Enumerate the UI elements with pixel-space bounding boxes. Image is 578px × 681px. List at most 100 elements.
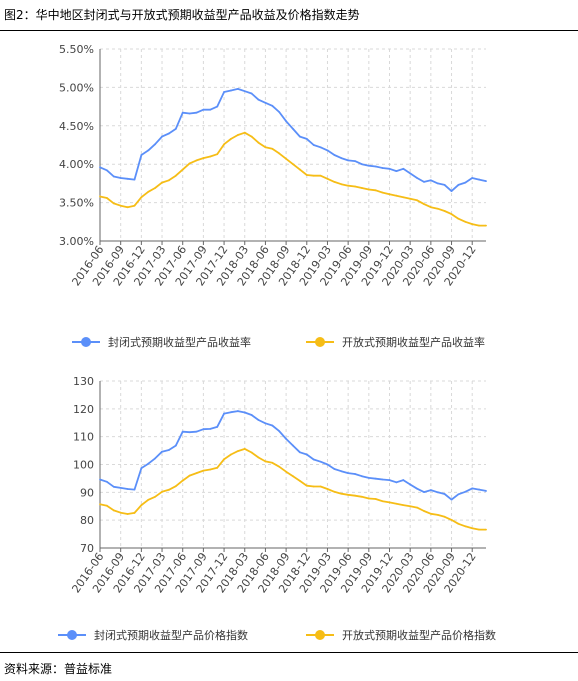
series-1-point bbox=[105, 169, 108, 172]
series-2-point bbox=[450, 518, 453, 521]
series-1-point bbox=[243, 411, 246, 414]
series-2-point bbox=[174, 174, 177, 177]
series-2-point bbox=[202, 469, 205, 472]
series-2-point bbox=[464, 220, 467, 223]
series-2-point bbox=[478, 528, 481, 531]
series-1-point bbox=[147, 462, 150, 465]
series-2-point bbox=[333, 180, 336, 183]
series-1-point bbox=[216, 426, 219, 428]
series-1-point bbox=[381, 167, 384, 169]
series-2-point bbox=[367, 497, 370, 500]
series-1-point bbox=[423, 491, 425, 493]
series-2-point bbox=[133, 204, 136, 207]
series-1-point bbox=[230, 411, 232, 414]
series-1-point bbox=[126, 177, 129, 180]
series-2-point bbox=[381, 191, 384, 194]
series-2-point bbox=[230, 137, 232, 140]
series-2-point bbox=[305, 174, 308, 176]
series-1-line bbox=[99, 410, 487, 501]
series-1-point bbox=[333, 154, 336, 156]
series-1-point bbox=[374, 477, 377, 480]
series-2-point bbox=[395, 502, 398, 505]
series-1-point bbox=[298, 451, 301, 454]
series-1-point bbox=[478, 178, 481, 181]
series-1-point bbox=[119, 177, 122, 179]
legend: 封闭式预期收益型产品价格指数 开放式预期收益型产品价格指数 bbox=[58, 628, 496, 642]
figure-title: 图2：华中地区封闭式与开放式预期收益型产品收益及价格指数走势 bbox=[4, 8, 360, 22]
series-1-point bbox=[154, 143, 157, 146]
series-1-point bbox=[361, 475, 363, 478]
title-bar: 图2：华中地区封闭式与开放式预期收益型产品收益及价格指数走势 bbox=[0, 0, 578, 31]
series-1-point bbox=[257, 419, 260, 421]
series-2-point bbox=[361, 495, 363, 498]
series-2-point bbox=[285, 157, 288, 160]
series-1-point bbox=[236, 88, 239, 90]
series-2-point bbox=[154, 187, 157, 189]
series-2-point bbox=[133, 512, 136, 514]
series-2-point bbox=[188, 474, 191, 477]
series-1-point bbox=[168, 449, 170, 451]
series-2-point bbox=[312, 174, 315, 177]
series-2-point bbox=[395, 194, 398, 197]
series-1-point bbox=[429, 489, 432, 492]
series-1-point bbox=[450, 190, 453, 192]
series-1-point bbox=[471, 177, 474, 179]
series-1-point bbox=[243, 90, 246, 93]
series-1-point bbox=[271, 424, 274, 427]
series-2-point bbox=[168, 179, 170, 182]
series-2-point bbox=[216, 153, 219, 156]
series-2-point bbox=[154, 495, 157, 498]
series-1-point bbox=[112, 485, 115, 488]
series-2-point bbox=[457, 522, 460, 525]
series-2-point bbox=[126, 513, 129, 515]
series-2-point bbox=[168, 488, 170, 491]
series-1-point bbox=[485, 180, 487, 182]
series-2-point bbox=[195, 159, 198, 162]
series-1-point bbox=[298, 135, 301, 138]
series-1-point bbox=[161, 135, 163, 138]
series-2-point bbox=[250, 135, 253, 138]
series-2-point bbox=[112, 202, 115, 205]
y-tick-label: 4.50% bbox=[59, 120, 94, 133]
series-1-point bbox=[112, 175, 115, 178]
series-1-point bbox=[168, 132, 170, 135]
series-1-point bbox=[457, 184, 460, 186]
legend-label: 开放式预期收益型产品价格指数 bbox=[342, 628, 496, 642]
series-1-point bbox=[223, 91, 225, 93]
series-1-point bbox=[140, 154, 143, 156]
y-tick-label: 110 bbox=[73, 431, 94, 444]
series-2-point bbox=[105, 504, 108, 507]
series-1-point bbox=[388, 167, 391, 170]
series-1-point bbox=[395, 481, 398, 484]
series-1-point bbox=[292, 444, 294, 447]
series-1-point bbox=[347, 159, 350, 162]
series-2-point bbox=[429, 206, 432, 209]
series-1-point bbox=[105, 480, 108, 483]
y-tick-label: 5.50% bbox=[59, 43, 94, 56]
price-index-chart: 7080901001101201302016-062016-092016-122… bbox=[58, 375, 496, 642]
series-2-point bbox=[416, 506, 418, 509]
series-2-point bbox=[188, 162, 191, 165]
series-1-point bbox=[416, 177, 418, 179]
series-2-point bbox=[409, 505, 412, 508]
series-2-point bbox=[478, 224, 481, 227]
series-1-point bbox=[188, 112, 191, 115]
series-1-point bbox=[361, 163, 363, 166]
series-1-point bbox=[278, 430, 281, 432]
series-2-point bbox=[161, 181, 163, 184]
series-2-point bbox=[354, 185, 356, 188]
series-1-point bbox=[216, 105, 219, 108]
series-1-point bbox=[326, 149, 329, 152]
series-1-point bbox=[312, 144, 315, 146]
series-2-point bbox=[326, 488, 329, 490]
series-1-point bbox=[443, 493, 446, 495]
y-tick-label: 100 bbox=[73, 459, 94, 472]
series-2-point bbox=[264, 460, 267, 463]
series-1-point bbox=[174, 127, 177, 130]
series-2-line bbox=[99, 131, 486, 227]
series-2-point bbox=[423, 510, 425, 512]
series-2-point bbox=[99, 195, 101, 198]
legend-label: 开放式预期收益型产品收益率 bbox=[342, 335, 485, 349]
series-1-point bbox=[354, 160, 356, 163]
y-tick-label: 3.00% bbox=[59, 235, 94, 248]
